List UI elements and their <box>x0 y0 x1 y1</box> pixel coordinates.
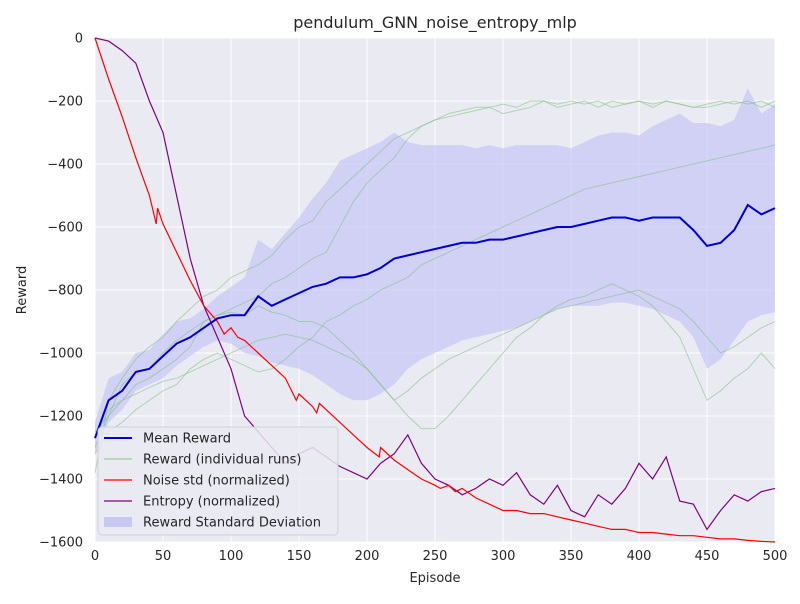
legend-swatch <box>104 517 132 527</box>
y-tick-label: −1000 <box>39 347 83 362</box>
ticks: 0 50 100 150 200 250 300 350 400 450 500 0 −200 −400 −… <box>39 32 787 565</box>
legend-label: Noise std (normalized) <box>143 474 290 489</box>
chart-title: pendulum_GNN_noise_entropy_mlp <box>293 13 577 33</box>
mean-reward-line <box>94 203 776 439</box>
std-band <box>95 88 775 454</box>
x-tick-label: 450 <box>695 549 720 564</box>
legend-label: Reward Standard Deviation <box>143 516 321 531</box>
x-tick-label: 300 <box>491 549 516 564</box>
legend-label: Reward (individual runs) <box>143 453 302 468</box>
y-tick-label: −1600 <box>39 536 83 551</box>
y-tick-label: −400 <box>47 158 83 173</box>
y-tick-label: −1200 <box>39 410 83 425</box>
y-tick-label: −200 <box>47 95 83 110</box>
individual-run-line <box>94 283 776 439</box>
legend-label: Mean Reward <box>143 432 231 447</box>
x-tick-label: 0 <box>91 549 99 564</box>
x-tick-label: 50 <box>155 549 172 564</box>
y-axis-label: Reward <box>15 266 30 314</box>
x-tick-label: 350 <box>559 549 584 564</box>
noise-std-line <box>94 37 776 543</box>
x-tick-label: 100 <box>219 549 244 564</box>
x-tick-label: 500 <box>763 549 788 564</box>
y-tick-label: −600 <box>47 221 83 236</box>
y-tick-label: 0 <box>75 32 83 47</box>
x-tick-label: 150 <box>287 549 312 564</box>
y-tick-label: −800 <box>47 284 83 299</box>
entropy-line <box>94 37 776 531</box>
x-tick-label: 400 <box>627 549 652 564</box>
y-tick-label: −1400 <box>39 473 83 488</box>
x-tick-label: 250 <box>423 549 448 564</box>
x-axis-label: Episode <box>409 571 460 586</box>
legend: Mean Reward Reward (individual runs) Noise… <box>97 426 339 536</box>
individual-run-line <box>94 144 776 455</box>
series-layer <box>94 37 776 543</box>
individual-run-line <box>94 289 776 433</box>
x-tick-label: 200 <box>355 549 380 564</box>
legend-box <box>97 426 339 536</box>
legend-label: Entropy (normalized) <box>143 495 280 510</box>
